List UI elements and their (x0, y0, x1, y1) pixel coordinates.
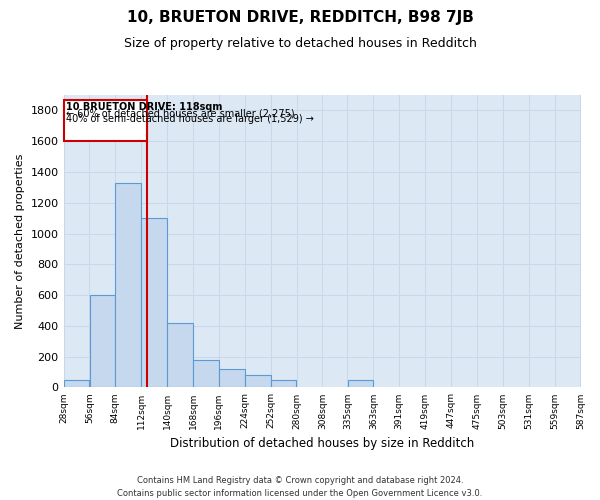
Bar (347, 380, 373, 388)
Bar (89, 295, 115, 388)
X-axis label: Distribution of detached houses by size in Redditch: Distribution of detached houses by size … (170, 437, 474, 450)
Y-axis label: Number of detached properties: Number of detached properties (15, 154, 25, 329)
Bar (245, 375, 271, 388)
Bar (142, 218, 167, 388)
Bar (64, 380, 89, 388)
Text: Contains HM Land Registry data © Crown copyright and database right 2024.
Contai: Contains HM Land Registry data © Crown c… (118, 476, 482, 498)
Bar (219, 369, 245, 388)
Text: ← 60% of detached houses are smaller (2,275): ← 60% of detached houses are smaller (2,… (67, 108, 295, 118)
Bar (271, 380, 296, 388)
FancyBboxPatch shape (64, 100, 147, 141)
Bar (115, 184, 141, 388)
Bar (193, 360, 219, 388)
Text: 10, BRUETON DRIVE, REDDITCH, B98 7JB: 10, BRUETON DRIVE, REDDITCH, B98 7JB (127, 10, 473, 25)
Text: Size of property relative to detached houses in Redditch: Size of property relative to detached ho… (124, 38, 476, 51)
Text: 10 BRUETON DRIVE: 118sqm: 10 BRUETON DRIVE: 118sqm (67, 102, 223, 112)
Text: 40% of semi-detached houses are larger (1,529) →: 40% of semi-detached houses are larger (… (67, 114, 314, 124)
Bar (167, 323, 193, 388)
